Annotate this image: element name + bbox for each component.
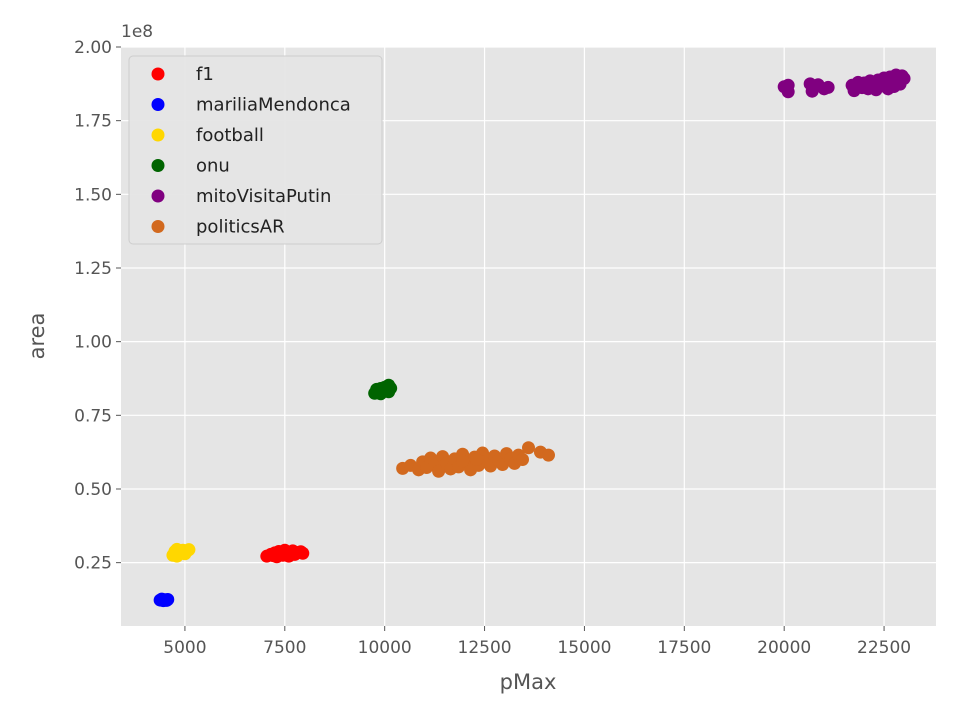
data-point bbox=[296, 546, 310, 560]
legend-box bbox=[128, 55, 383, 245]
legend-label: mariliaMendonca bbox=[196, 95, 351, 116]
legend-item-onu: onu bbox=[151, 156, 230, 177]
data-point bbox=[170, 549, 184, 563]
series-f1 bbox=[260, 543, 310, 564]
legend-label: f1 bbox=[196, 64, 214, 85]
y-axis-ticks: 0.25 0.50 0.75 1.00 1.25 1.50 1.75 2.00 bbox=[74, 38, 121, 574]
x-tick-label: 10000 bbox=[358, 638, 412, 658]
legend-item-football: football bbox=[151, 125, 264, 146]
data-point bbox=[374, 387, 388, 401]
data-point bbox=[456, 454, 470, 468]
series-football bbox=[166, 542, 196, 563]
x-tick-label: 7500 bbox=[263, 638, 306, 658]
legend-item-f1: f1 bbox=[151, 64, 214, 85]
y-offset-label: 1e8 bbox=[121, 22, 153, 42]
x-axis-label: pMax bbox=[500, 670, 557, 694]
y-tick-label: 1.25 bbox=[74, 259, 112, 279]
x-tick-label: 12500 bbox=[458, 638, 512, 658]
legend: f1 mariliaMendonca football onu mitoVisitaPu… bbox=[128, 55, 383, 245]
data-point bbox=[516, 453, 530, 467]
x-tick-label: 17500 bbox=[657, 638, 711, 658]
legend-item-mitoVisitaPutin: mitoVisitaPutin bbox=[151, 186, 331, 207]
legend-item-mariliaMendonca: mariliaMendonca bbox=[151, 95, 351, 116]
x-tick-label: 20000 bbox=[757, 638, 811, 658]
x-tick-label: 15000 bbox=[557, 638, 611, 658]
data-points bbox=[153, 68, 911, 608]
data-point bbox=[161, 592, 175, 606]
data-point bbox=[781, 78, 795, 92]
x-tick-label: 5000 bbox=[163, 638, 206, 658]
data-point bbox=[821, 80, 835, 94]
series-mitoVisitaPutin bbox=[777, 68, 911, 99]
legend-marker bbox=[151, 128, 165, 142]
x-tick-label: 22500 bbox=[857, 638, 911, 658]
y-tick-label: 1.50 bbox=[74, 185, 112, 205]
data-point bbox=[266, 549, 280, 563]
x-axis-ticks: 5000 7500 10000 12500 15000 17500 20000 22500 bbox=[163, 626, 911, 658]
legend-label: mitoVisitaPutin bbox=[196, 186, 331, 207]
data-point bbox=[432, 464, 446, 478]
y-tick-label: 2.00 bbox=[74, 38, 112, 58]
y-tick-label: 1.75 bbox=[74, 112, 112, 132]
legend-label: football bbox=[196, 125, 264, 146]
data-point bbox=[541, 448, 555, 462]
y-tick-label: 0.50 bbox=[74, 480, 112, 500]
legend-item-politicsAR: politicsAR bbox=[151, 217, 285, 238]
legend-label: onu bbox=[196, 156, 230, 177]
legend-marker bbox=[151, 67, 165, 81]
grid-lines bbox=[121, 46, 936, 626]
series-mariliaMendonca bbox=[153, 592, 175, 608]
legend-marker bbox=[151, 98, 165, 111]
data-point bbox=[470, 453, 484, 467]
series-onu bbox=[368, 378, 398, 401]
legend-marker bbox=[151, 189, 165, 203]
y-axis-label: area bbox=[25, 313, 49, 360]
data-point bbox=[522, 441, 535, 455]
legend-marker bbox=[151, 159, 165, 172]
data-point bbox=[182, 543, 196, 557]
y-tick-label: 1.00 bbox=[74, 333, 112, 353]
y-tick-label: 0.25 bbox=[74, 554, 112, 574]
series-politicsAR bbox=[396, 441, 555, 478]
data-point bbox=[897, 72, 911, 86]
legend-label: politicsAR bbox=[196, 217, 285, 238]
y-tick-label: 0.75 bbox=[74, 406, 112, 426]
legend-marker bbox=[151, 220, 165, 233]
